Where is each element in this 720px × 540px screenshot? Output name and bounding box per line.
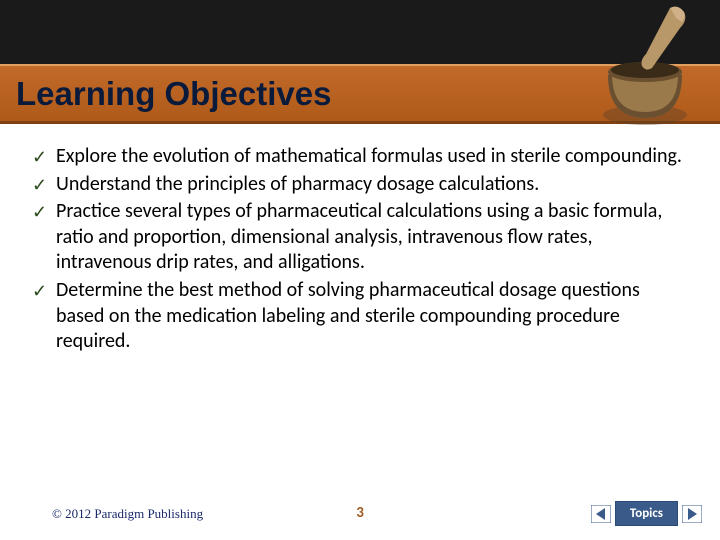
nav-group: Topics [591, 501, 702, 526]
objective-text: Explore the evolution of mathematical fo… [56, 144, 682, 168]
topics-button[interactable]: Topics [615, 501, 678, 526]
slide-title: Learning Objectives [16, 75, 331, 113]
checkmark-icon: ✓ [32, 280, 47, 303]
content-area: ✓ Explore the evolution of mathematical … [28, 144, 692, 357]
objective-item: ✓ Practice several types of pharmaceutic… [28, 199, 692, 276]
objective-text: Understand the principles of pharmacy do… [56, 172, 539, 196]
objective-item: ✓ Determine the best method of solving p… [28, 278, 692, 355]
copyright-text: © 2012 Paradigm Publishing [52, 506, 203, 522]
objective-text: Practice several types of pharmaceutical… [56, 199, 662, 274]
objective-text: Determine the best method of solving pha… [56, 278, 640, 353]
page-number: 3 [356, 504, 364, 522]
objective-item: ✓ Explore the evolution of mathematical … [28, 144, 692, 170]
checkmark-icon: ✓ [32, 146, 47, 169]
footer: © 2012 Paradigm Publishing 3 Topics [0, 496, 720, 526]
prev-arrow-icon[interactable] [591, 505, 611, 523]
objective-item: ✓ Understand the principles of pharmacy … [28, 172, 692, 198]
objectives-list: ✓ Explore the evolution of mathematical … [28, 144, 692, 355]
checkmark-icon: ✓ [32, 201, 47, 224]
checkmark-icon: ✓ [32, 174, 47, 197]
mortar-pestle-icon [570, 0, 700, 140]
next-arrow-icon[interactable] [682, 505, 702, 523]
